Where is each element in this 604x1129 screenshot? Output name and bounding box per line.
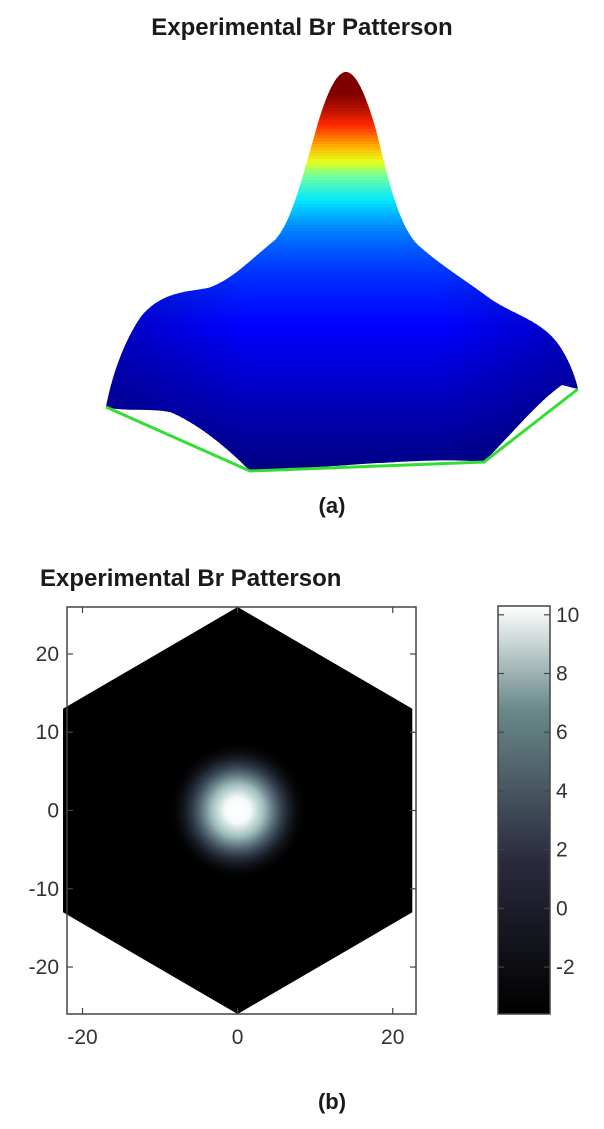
panel-label-a: (a) xyxy=(318,493,346,518)
x-axis: -20 0 20 xyxy=(67,607,404,1049)
chart-b-title: Experimental Br Patterson xyxy=(40,565,342,592)
chart-a-title: Experimental Br Patterson xyxy=(151,14,453,41)
y-axis: -20 -10 0 10 20 xyxy=(29,643,416,979)
colorbar-frame xyxy=(497,605,551,1015)
y-tick-label: 0 xyxy=(47,800,59,823)
colorbar-tick-label: 0 xyxy=(556,897,568,920)
y-tick-label: 20 xyxy=(36,643,59,666)
colorbar-gradient xyxy=(498,606,550,1014)
colorbar-tick-label: -2 xyxy=(556,956,575,979)
x-tick-label: 20 xyxy=(381,1026,404,1049)
surface-side-shading xyxy=(106,72,578,471)
y-tick-label: -10 xyxy=(29,878,59,901)
surface-boundary-line xyxy=(105,387,579,473)
surface-plot-a xyxy=(105,72,579,473)
heatmap-plot-b: -20 0 20 -20 -10 0 10 20 xyxy=(29,606,417,1049)
colorbar-tick-label: 6 xyxy=(556,721,568,744)
y-tick-label: -20 xyxy=(29,956,59,979)
colorbar-tick-label: 10 xyxy=(556,604,579,627)
colorbar-ticks: -2 0 2 4 6 8 10 xyxy=(498,604,579,979)
panel-label-b: (b) xyxy=(317,1089,347,1114)
colorbar-tick-label: 8 xyxy=(556,663,568,686)
x-tick-label: 0 xyxy=(232,1026,244,1049)
patterson-peak xyxy=(167,740,308,881)
colorbar-tick-label: 4 xyxy=(556,780,568,803)
x-tick-label: -20 xyxy=(67,1026,97,1049)
colorbar: -2 0 2 4 6 8 10 xyxy=(497,604,579,1015)
colorbar-tick-label: 2 xyxy=(556,839,568,862)
y-tick-label: 10 xyxy=(36,721,59,744)
